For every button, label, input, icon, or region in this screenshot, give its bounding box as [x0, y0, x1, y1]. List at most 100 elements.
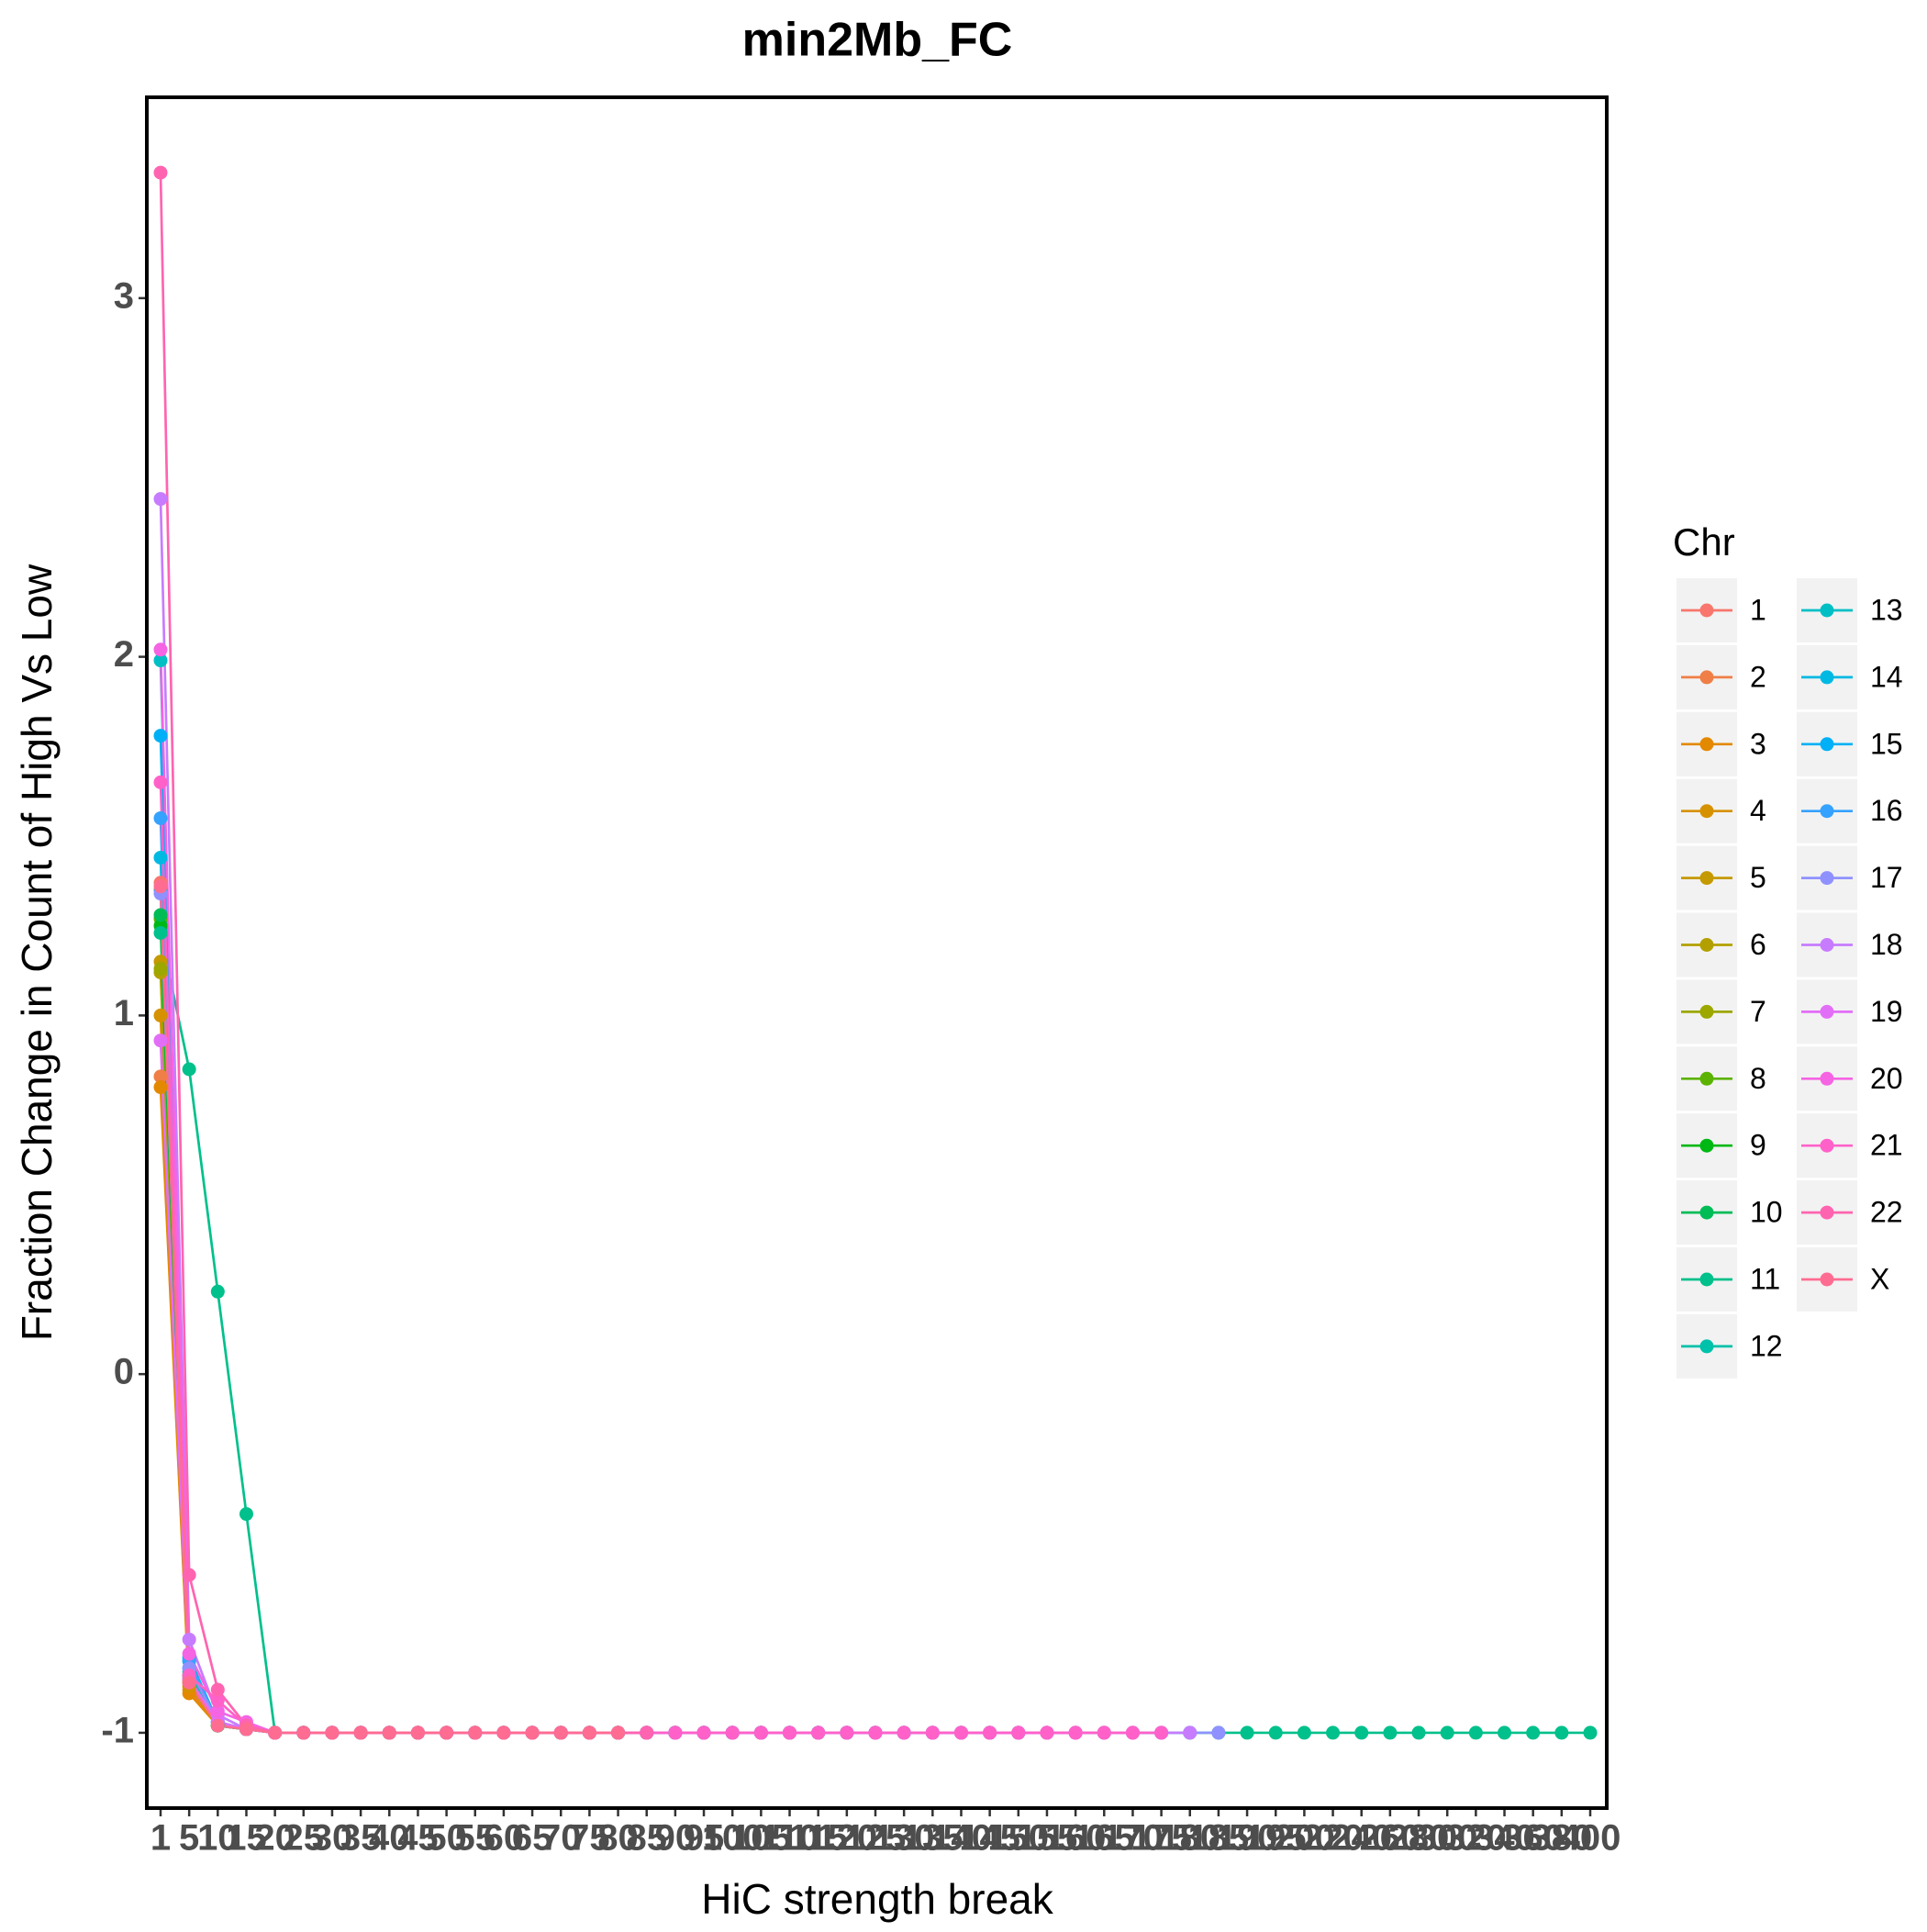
data-point: [153, 908, 168, 922]
data-point: [153, 492, 168, 507]
legend-key-point: [1699, 804, 1714, 819]
data-point: [153, 165, 168, 180]
legend-key-point: [1820, 804, 1834, 819]
plot-border: [145, 95, 1609, 1810]
x-tick-label: 150: [987, 1818, 1049, 1859]
legend-label: 7: [1750, 995, 1766, 1028]
data-point: [753, 1725, 768, 1740]
y-tick-label: 3: [114, 275, 134, 316]
y-tick-label: -1: [101, 1710, 134, 1750]
legend-label: 4: [1750, 794, 1766, 827]
x-tick-label: 1: [150, 1818, 171, 1859]
data-point: [153, 1069, 168, 1084]
legend-key-point: [1699, 1004, 1714, 1019]
legend-label: 10: [1750, 1196, 1783, 1229]
data-point: [611, 1725, 626, 1740]
legend-label: 21: [1870, 1129, 1903, 1162]
y-axis-title: Fraction Change in Count of High Vs Low: [13, 564, 61, 1341]
legend-label: 5: [1750, 861, 1766, 894]
data-point: [496, 1725, 511, 1740]
x-tick-label: 155: [1017, 1818, 1078, 1859]
data-point: [897, 1725, 911, 1740]
legend-key-point: [1699, 603, 1714, 618]
data-point: [1040, 1725, 1054, 1740]
legend-key-point: [1699, 737, 1714, 752]
x-tick-label: 195: [1245, 1818, 1307, 1859]
x-tick-label: 40: [369, 1818, 410, 1859]
legend-key-point: [1699, 1272, 1714, 1287]
data-point: [153, 926, 168, 941]
data-point: [1183, 1725, 1197, 1740]
x-tick-label: 185: [1188, 1818, 1250, 1859]
legend-label: 18: [1870, 928, 1903, 961]
x-tick-label: 25: [284, 1818, 325, 1859]
data-point: [153, 1008, 168, 1022]
x-tick-label: 115: [788, 1818, 848, 1859]
data-point: [1068, 1725, 1083, 1740]
x-tick-label: 100: [702, 1818, 763, 1859]
points: [153, 165, 1598, 1740]
x-tick-label: 15: [226, 1818, 267, 1859]
legend-label: 16: [1870, 794, 1903, 827]
legend-label: X: [1870, 1262, 1889, 1295]
data-point: [783, 1725, 797, 1740]
data-point: [268, 1725, 283, 1740]
x-tick-label: 340: [1474, 1818, 1535, 1859]
x-tick-label: 320: [1445, 1818, 1507, 1859]
data-point: [725, 1725, 740, 1740]
x-tick-label: 160: [1045, 1818, 1107, 1859]
x-axis-title: HiC strength break: [701, 1875, 1053, 1923]
data-point: [468, 1725, 483, 1740]
x-tick-label: 60: [484, 1818, 525, 1859]
x-tick-label: 190: [1217, 1818, 1278, 1859]
data-point: [210, 1284, 225, 1299]
x-tick-label: 10: [197, 1818, 239, 1859]
legend-label: 12: [1750, 1329, 1783, 1362]
x-tick-label: 110: [760, 1818, 819, 1859]
x-tick-label: 95: [684, 1818, 725, 1859]
x-tick-label: 35: [340, 1818, 382, 1859]
legend-label: 3: [1750, 727, 1766, 760]
data-point: [153, 642, 168, 657]
data-point: [153, 1080, 168, 1095]
data-point: [153, 879, 168, 894]
data-point: [325, 1725, 340, 1740]
data-point: [153, 850, 168, 865]
x-tick-label: 55: [455, 1818, 496, 1859]
legend-key-point: [1820, 871, 1834, 886]
data-point: [440, 1725, 454, 1740]
data-point: [353, 1725, 368, 1740]
data-point: [153, 962, 168, 977]
legend-label: 22: [1870, 1196, 1903, 1229]
data-point: [925, 1725, 940, 1740]
data-point: [1383, 1725, 1398, 1740]
data-point: [1583, 1725, 1598, 1740]
data-point: [153, 775, 168, 789]
x-tick-label: 65: [512, 1818, 553, 1859]
legend-label: 2: [1750, 660, 1766, 693]
legend-key-point: [1699, 1205, 1714, 1220]
y-tick-label: 1: [114, 993, 134, 1033]
data-point: [840, 1725, 854, 1740]
legend-key-point: [1699, 938, 1714, 952]
data-point: [1154, 1725, 1169, 1740]
data-point: [153, 729, 168, 743]
legend-label: 20: [1870, 1062, 1903, 1095]
data-point: [210, 1693, 225, 1708]
legend-key-point: [1820, 1205, 1834, 1220]
data-point: [182, 1568, 196, 1582]
x-tick-label: 380: [1531, 1818, 1592, 1859]
data-point: [525, 1725, 540, 1740]
x-tick-label: 45: [397, 1818, 439, 1859]
legend-label: 13: [1870, 593, 1903, 626]
x-tick-label: 360: [1502, 1818, 1564, 1859]
data-point: [953, 1725, 968, 1740]
data-point: [153, 1033, 168, 1048]
legend-key-point: [1820, 1004, 1834, 1019]
x-tick-label: 220: [1302, 1818, 1364, 1859]
data-point: [1468, 1725, 1483, 1740]
x-tick-label: 90: [655, 1818, 696, 1859]
